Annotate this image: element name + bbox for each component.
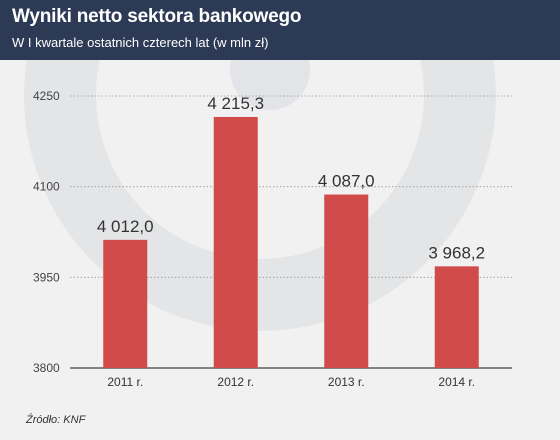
header-bar: Wyniki netto sektora bankowego W I kwart… xyxy=(0,0,560,60)
x-tick-label: 2013 r. xyxy=(328,375,365,389)
x-tick-label: 2011 r. xyxy=(107,375,143,389)
bar xyxy=(103,239,148,368)
bar-value-label: 4 087,0 xyxy=(318,172,375,191)
chart-title: Wyniki netto sektora bankowego xyxy=(12,6,302,27)
y-tick-label: 3800 xyxy=(33,361,60,375)
bar-value-label: 4 012,0 xyxy=(97,217,154,236)
chart-subtitle: W I kwartale ostatnich czterech lat (w m… xyxy=(12,35,269,50)
bar-value-label: 4 215,3 xyxy=(207,94,264,113)
y-tick-label: 4250 xyxy=(33,89,60,103)
y-tick-label: 3950 xyxy=(33,270,60,284)
x-tick-label: 2012 r. xyxy=(217,375,254,389)
y-tick-label: 4100 xyxy=(33,180,60,194)
bar xyxy=(324,194,369,368)
source-note: Źródło: KNF xyxy=(26,414,86,426)
bar-value-label: 3 968,2 xyxy=(428,243,485,262)
bar xyxy=(213,116,258,369)
x-tick-label: 2014 r. xyxy=(438,375,475,389)
bar xyxy=(434,266,479,368)
